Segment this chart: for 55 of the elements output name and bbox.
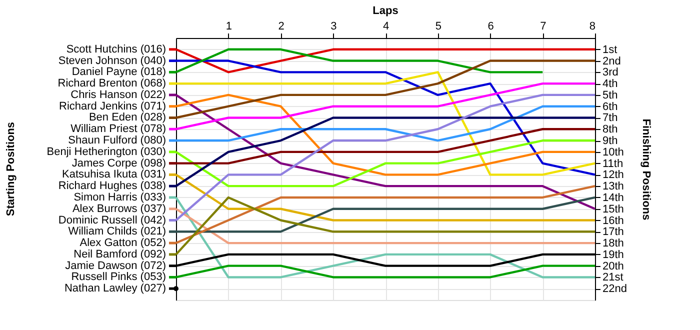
legend-label: Alex Gatton (052) — [80, 237, 166, 250]
legend-label: Richard Hughes (038) — [58, 180, 166, 192]
x-tick-label: 5 — [435, 20, 442, 32]
x-tick-label: 7 — [540, 20, 546, 32]
x-tick-label: 8 — [589, 20, 596, 32]
y2-tick-label: 2nd — [602, 55, 621, 68]
legend-label: Dominic Russell (042) — [58, 214, 166, 226]
y2-tick-label: 11th — [602, 158, 624, 170]
y2-tick-label: 18th — [602, 238, 624, 250]
y2-tick-label: 6th — [602, 100, 618, 113]
y2-tick-label: 22nd — [602, 283, 627, 296]
legend-label: William Childs (021) — [68, 226, 166, 238]
y2-tick-label: 12th — [602, 169, 624, 182]
y2-tick-label: 14th — [602, 192, 624, 204]
legend-label: William Priest (078) — [70, 123, 166, 136]
x-tick-label: 1 — [226, 20, 232, 32]
y2-axis-title: Finishing Positions — [640, 118, 652, 220]
legend-label: Benji Hetherington (030) — [46, 146, 166, 158]
y2-tick-label: 1st — [602, 44, 618, 56]
legend-label: Simon Harris (033) — [74, 191, 166, 204]
y2-tick-label: 13th — [602, 180, 624, 193]
y2-tick-label: 21st — [602, 272, 624, 284]
x-tick-label: 4 — [382, 20, 390, 32]
legend-label: James Corpe (098) — [72, 157, 166, 170]
legend-label: Neil Bamford (092) — [74, 248, 166, 260]
legend-label: Scott Hutchins (016) — [66, 43, 166, 56]
legend-label: Ben Eden (028) — [88, 112, 166, 124]
x-tick-label: 6 — [488, 20, 494, 32]
x-tick-label: 3 — [330, 20, 337, 32]
y2-tick-label: 19th — [602, 248, 624, 261]
y2-tick-label: 4th — [602, 78, 618, 90]
y2-tick-label: 20th — [602, 260, 624, 272]
legend-label: Richard Jenkins (071) — [59, 100, 166, 112]
y2-tick-label: 8th — [602, 124, 618, 136]
legend-label: Chris Hanson (022) — [70, 88, 166, 101]
legend-label: Daniel Payne (018) — [72, 66, 166, 78]
chart-title: Laps — [372, 5, 398, 17]
y2-tick-label: 7th — [602, 112, 618, 124]
legend-label: Russell Pinks (053) — [71, 271, 166, 284]
y2-tick-label: 15th — [602, 203, 624, 216]
y2-tick-label: 3rd — [602, 66, 618, 79]
x-tick-label: 2 — [278, 20, 284, 32]
legend-label: Richard Brenton (068) — [58, 78, 166, 90]
legend-label: Shaun Fulford (080) — [68, 134, 166, 147]
text: Starting Positions — [5, 122, 17, 216]
legend-label: Nathan Lawley (027) — [64, 282, 166, 295]
legend-label: Steven Johnson (040) — [58, 54, 166, 67]
legend-label: Alex Burrows (037) — [72, 202, 166, 215]
legend-label: Katsuhisa Ikuta (031) — [62, 168, 166, 181]
y2-tick-label: 5th — [602, 89, 618, 102]
y2-tick-label: 10th — [602, 146, 624, 158]
y2-tick-label: 17th — [602, 226, 624, 238]
y2-tick-label: 16th — [602, 214, 624, 227]
legend-label: Jamie Dawson (072) — [65, 260, 166, 272]
y2-tick-label: 9th — [602, 135, 618, 148]
